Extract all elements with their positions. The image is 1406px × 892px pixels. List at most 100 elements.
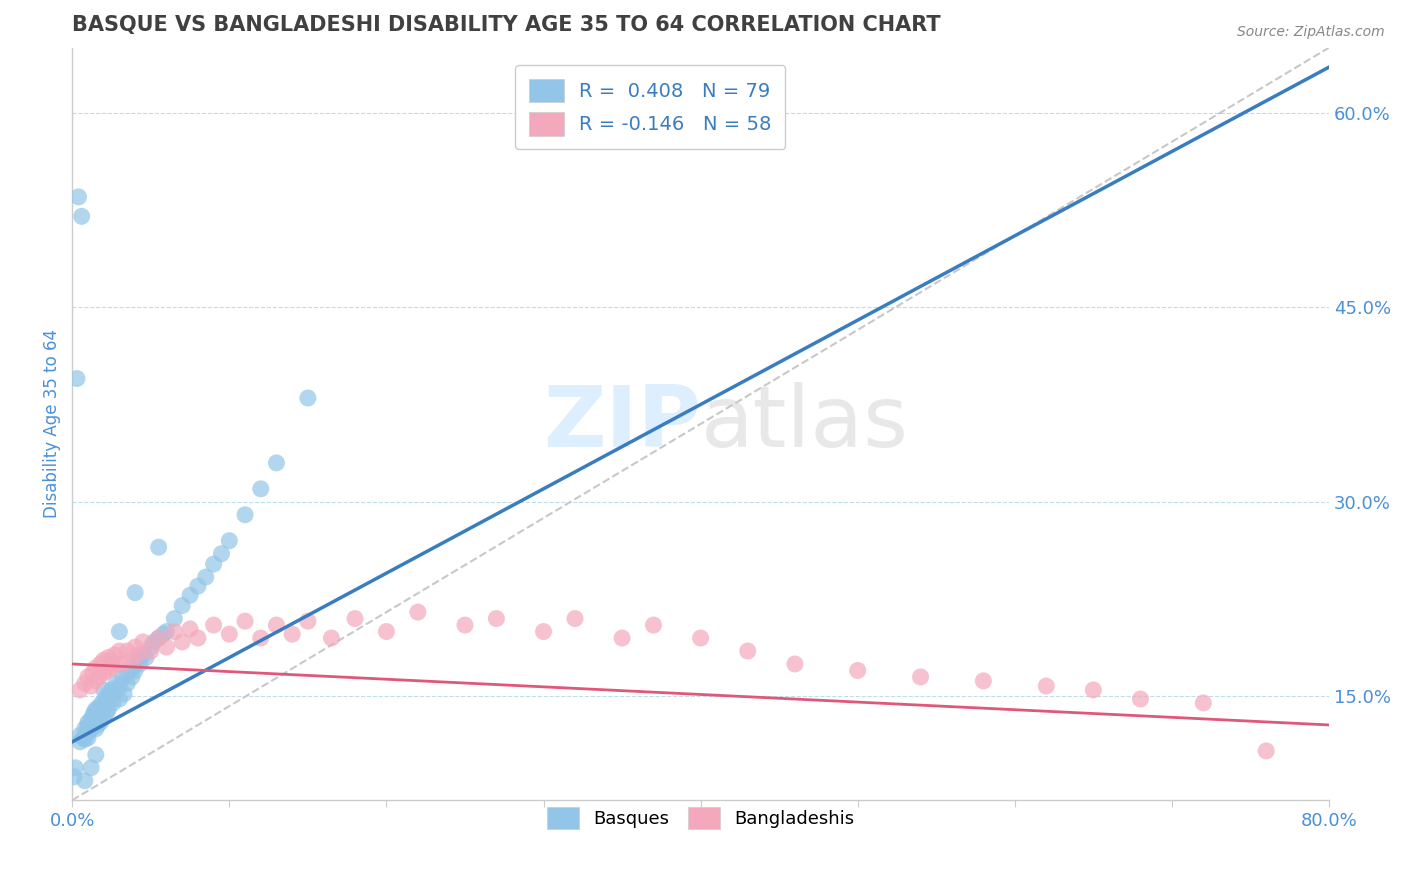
Point bbox=[73, 676, 96, 690]
Point bbox=[233, 614, 256, 628]
Point bbox=[66, 371, 89, 385]
Point bbox=[100, 657, 122, 671]
Point bbox=[783, 657, 806, 671]
Point bbox=[281, 627, 304, 641]
Point bbox=[128, 657, 150, 671]
Point bbox=[233, 508, 256, 522]
Point bbox=[135, 650, 157, 665]
Point bbox=[846, 664, 869, 678]
Point bbox=[108, 624, 131, 639]
Point bbox=[406, 605, 429, 619]
Point bbox=[101, 696, 124, 710]
Point bbox=[564, 611, 586, 625]
Point bbox=[148, 631, 170, 645]
Point bbox=[266, 618, 288, 632]
Point bbox=[104, 648, 127, 662]
Point bbox=[108, 692, 131, 706]
Point bbox=[69, 728, 91, 742]
Point bbox=[321, 631, 343, 645]
Point bbox=[148, 540, 170, 554]
Point bbox=[1192, 696, 1215, 710]
Point bbox=[266, 456, 288, 470]
Point bbox=[155, 624, 177, 639]
Point bbox=[211, 547, 233, 561]
Point bbox=[132, 635, 155, 649]
Point bbox=[187, 631, 209, 645]
Point bbox=[643, 618, 665, 632]
Point bbox=[1256, 744, 1278, 758]
Point bbox=[77, 670, 100, 684]
Point bbox=[86, 718, 108, 732]
Point bbox=[82, 666, 104, 681]
Point bbox=[1035, 679, 1057, 693]
Point bbox=[93, 699, 115, 714]
Point bbox=[73, 773, 96, 788]
Point bbox=[375, 624, 398, 639]
Point bbox=[1083, 682, 1105, 697]
Point bbox=[454, 618, 477, 632]
Point bbox=[121, 661, 143, 675]
Point bbox=[73, 732, 96, 747]
Point bbox=[93, 666, 115, 681]
Point bbox=[194, 570, 217, 584]
Point bbox=[218, 627, 240, 641]
Point bbox=[187, 579, 209, 593]
Point bbox=[77, 725, 100, 739]
Point bbox=[84, 747, 107, 762]
Point bbox=[82, 718, 104, 732]
Point bbox=[142, 635, 165, 649]
Point bbox=[84, 661, 107, 675]
Point bbox=[105, 676, 128, 690]
Point bbox=[297, 391, 319, 405]
Y-axis label: Disability Age 35 to 64: Disability Age 35 to 64 bbox=[44, 329, 60, 518]
Point bbox=[93, 653, 115, 667]
Point bbox=[124, 585, 146, 599]
Point bbox=[73, 722, 96, 736]
Point bbox=[87, 670, 110, 684]
Point bbox=[69, 735, 91, 749]
Point bbox=[152, 627, 174, 641]
Point bbox=[80, 713, 103, 727]
Point bbox=[127, 653, 149, 667]
Point bbox=[104, 687, 127, 701]
Point bbox=[100, 682, 122, 697]
Text: ZIP: ZIP bbox=[543, 383, 700, 466]
Point bbox=[80, 679, 103, 693]
Point bbox=[1129, 692, 1152, 706]
Text: atlas: atlas bbox=[700, 383, 908, 466]
Point bbox=[111, 670, 134, 684]
Point bbox=[93, 682, 115, 697]
Point bbox=[93, 709, 115, 723]
Point bbox=[84, 673, 107, 688]
Point bbox=[97, 702, 120, 716]
Point bbox=[485, 611, 508, 625]
Point bbox=[121, 653, 143, 667]
Point bbox=[343, 611, 366, 625]
Point bbox=[108, 644, 131, 658]
Point bbox=[297, 614, 319, 628]
Point bbox=[100, 661, 122, 675]
Point bbox=[84, 711, 107, 725]
Point bbox=[83, 715, 105, 730]
Point bbox=[97, 687, 120, 701]
Point bbox=[72, 731, 94, 745]
Point bbox=[87, 699, 110, 714]
Point bbox=[155, 640, 177, 654]
Point bbox=[62, 770, 84, 784]
Point bbox=[127, 648, 149, 662]
Point bbox=[115, 676, 138, 690]
Point bbox=[249, 631, 271, 645]
Point bbox=[124, 640, 146, 654]
Point bbox=[910, 670, 932, 684]
Point bbox=[163, 611, 186, 625]
Point bbox=[115, 644, 138, 658]
Point bbox=[108, 679, 131, 693]
Point bbox=[148, 631, 170, 645]
Point bbox=[115, 666, 138, 681]
Point bbox=[163, 624, 186, 639]
Point bbox=[96, 696, 118, 710]
Point bbox=[972, 673, 994, 688]
Point bbox=[132, 648, 155, 662]
Point bbox=[83, 705, 105, 719]
Point bbox=[84, 722, 107, 736]
